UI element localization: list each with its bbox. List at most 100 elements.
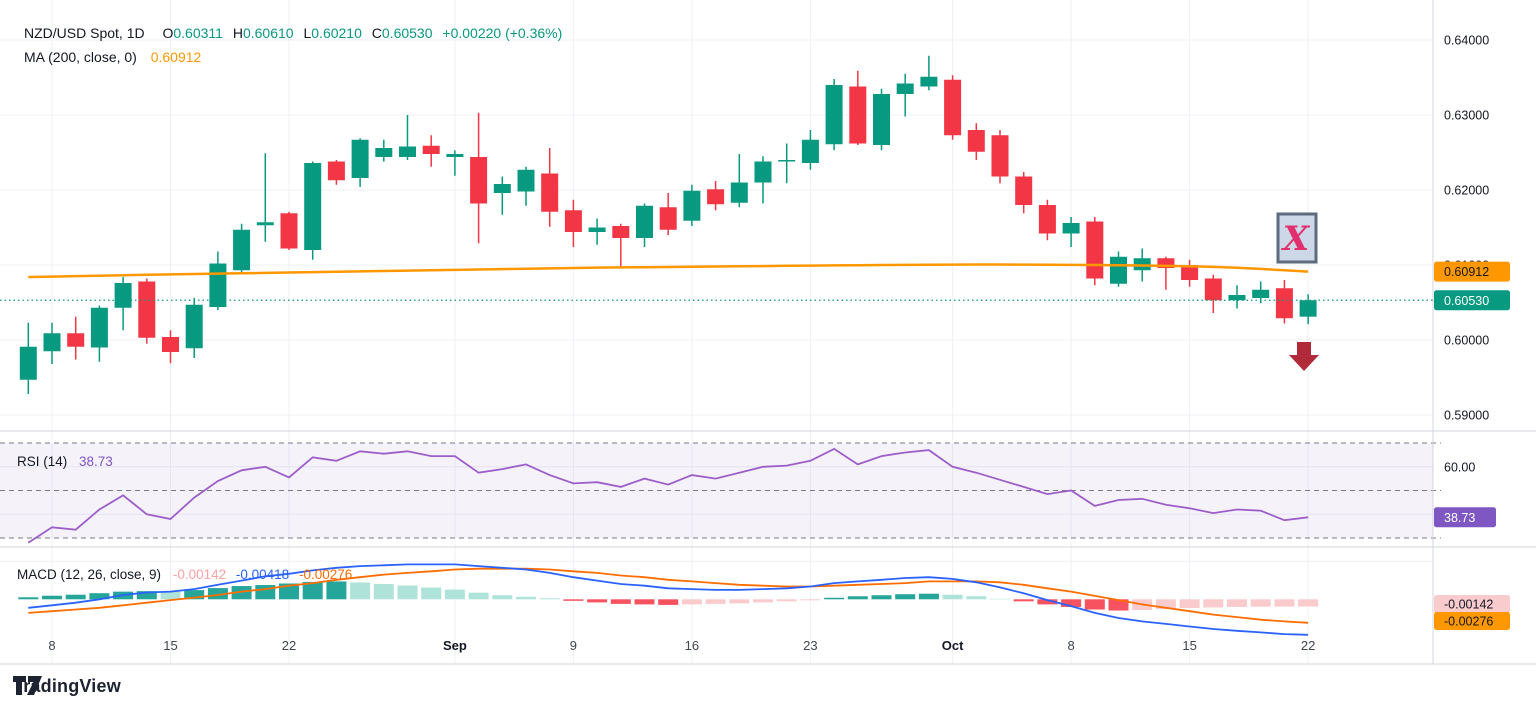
candle-body — [1062, 223, 1080, 234]
price-tick-label: 0.63000 — [1444, 109, 1489, 123]
candle-body — [327, 161, 345, 181]
macd-line-value: -0.00418 — [235, 567, 290, 582]
candle-body — [778, 160, 796, 162]
candle-body — [707, 189, 725, 205]
candle-body — [399, 146, 416, 157]
macd-bar — [231, 586, 252, 600]
macd-bar — [1013, 599, 1034, 602]
macd-bar — [824, 597, 845, 600]
candle-body — [849, 86, 867, 144]
candle-body — [1038, 205, 1056, 234]
candle-body — [825, 85, 843, 145]
candle-body — [564, 210, 582, 232]
pane-dividers — [0, 0, 1536, 665]
candle-body — [1299, 300, 1317, 317]
price-axis[interactable]: 0.640000.630000.620000.610000.600000.590… — [1444, 34, 1489, 423]
rsi-legend: RSI (14) 38.73 — [17, 455, 119, 469]
candle-body — [162, 337, 179, 352]
price-tick-label: 0.62000 — [1444, 184, 1489, 198]
rsi-badge: 38.73 — [1434, 507, 1496, 528]
macd-bar — [1155, 599, 1176, 609]
macd-bar — [539, 598, 560, 600]
macd-bar — [1227, 599, 1247, 607]
macd-bar — [421, 587, 442, 600]
macd-label[interactable]: MACD (12, 26, close, 9) — [17, 567, 162, 582]
close-value: 0.60530 — [381, 25, 433, 41]
candle-body — [967, 130, 985, 152]
high-value: 0.60610 — [242, 25, 294, 41]
candle-body — [280, 213, 298, 249]
macd-bar — [918, 593, 939, 600]
macd-bar — [1179, 599, 1200, 608]
candle-body — [991, 135, 1009, 177]
macd-bar — [966, 596, 987, 600]
macd-bar — [18, 597, 39, 600]
candle-body — [612, 226, 630, 238]
macd-bar — [255, 585, 276, 600]
ma-price-badge: 0.60912 — [1434, 261, 1510, 282]
tradingview-logo[interactable]: TradingView — [13, 676, 121, 697]
down-arrow-annotation[interactable] — [1289, 342, 1319, 371]
rsi-60-label: 60.00 — [1444, 460, 1475, 474]
rsi-badge-text: 38.73 — [1444, 511, 1475, 525]
ma-price-badge-text: 0.60912 — [1444, 265, 1489, 279]
candle-body — [256, 222, 274, 226]
candle-body — [67, 333, 85, 347]
candle-body — [493, 184, 511, 193]
macd-bar — [681, 599, 702, 605]
candle-body — [541, 173, 559, 212]
candle-body — [375, 148, 393, 157]
candlestick-series — [19, 55, 1317, 394]
macd-bar — [776, 599, 797, 602]
candle-body — [1181, 265, 1199, 280]
symbol-title[interactable]: NZD/USD Spot, 1D — [24, 25, 145, 41]
macd-bar — [65, 594, 86, 600]
candle-body — [730, 182, 748, 203]
x-annotation[interactable]: X — [1276, 212, 1318, 264]
x-annotation-box[interactable] — [1276, 212, 1318, 264]
macd-bar — [89, 593, 110, 600]
rsi-band-background — [0, 442, 1441, 539]
rsi-label[interactable]: RSI (14) — [17, 454, 68, 469]
time-axis[interactable]: 8 15 22 Sep 9 16 23 Oct 8 15 22 — [48, 638, 1315, 653]
price-tick-label: 0.60000 — [1444, 334, 1489, 348]
ma-label[interactable]: MA (200, close, 0) — [24, 49, 137, 65]
candle-body — [19, 346, 37, 380]
candle-body — [1228, 295, 1246, 301]
candle-body — [659, 207, 677, 230]
time-label: 8 — [48, 638, 55, 653]
macd-bar — [302, 581, 323, 600]
price-tick-label: 0.64000 — [1444, 34, 1489, 48]
macd-bar — [942, 594, 963, 600]
candle-body — [185, 304, 203, 349]
candle-body — [588, 227, 606, 232]
low-label: L — [303, 25, 312, 41]
candle-body — [683, 190, 701, 221]
macd-bar — [753, 599, 773, 603]
macd-bar — [184, 590, 205, 600]
candle-body — [636, 205, 653, 238]
open-value: 0.60311 — [173, 25, 223, 41]
macd-hist-badge-text: -0.00142 — [1444, 598, 1493, 612]
macd-signal-value: -0.00276 — [298, 567, 353, 582]
candle-body — [1110, 256, 1127, 284]
macd-legend: MACD (12, 26, close, 9) -0.00142 -0.0041… — [17, 568, 358, 582]
candle-body — [1086, 221, 1104, 279]
macd-bar — [871, 595, 892, 600]
last-price-badge-text: 0.60530 — [1444, 294, 1489, 308]
candle-body — [446, 154, 464, 157]
candle-body — [944, 79, 962, 136]
candle-body — [896, 83, 914, 94]
change-value: +0.00220 (+0.36%) — [442, 25, 563, 41]
macd-bar — [658, 599, 679, 605]
high-label: H — [232, 25, 243, 41]
x-annotation-glyph: X — [1281, 219, 1311, 259]
macd-bar — [1203, 599, 1224, 608]
symbol-legend: NZD/USD Spot, 1D O0.60311 H0.60610 L0.60… — [24, 26, 568, 40]
candle-body — [1275, 288, 1293, 319]
candle-body — [422, 145, 440, 154]
rsi-line — [27, 447, 1309, 544]
macd-bar — [1084, 599, 1105, 610]
candle-body — [90, 307, 108, 348]
